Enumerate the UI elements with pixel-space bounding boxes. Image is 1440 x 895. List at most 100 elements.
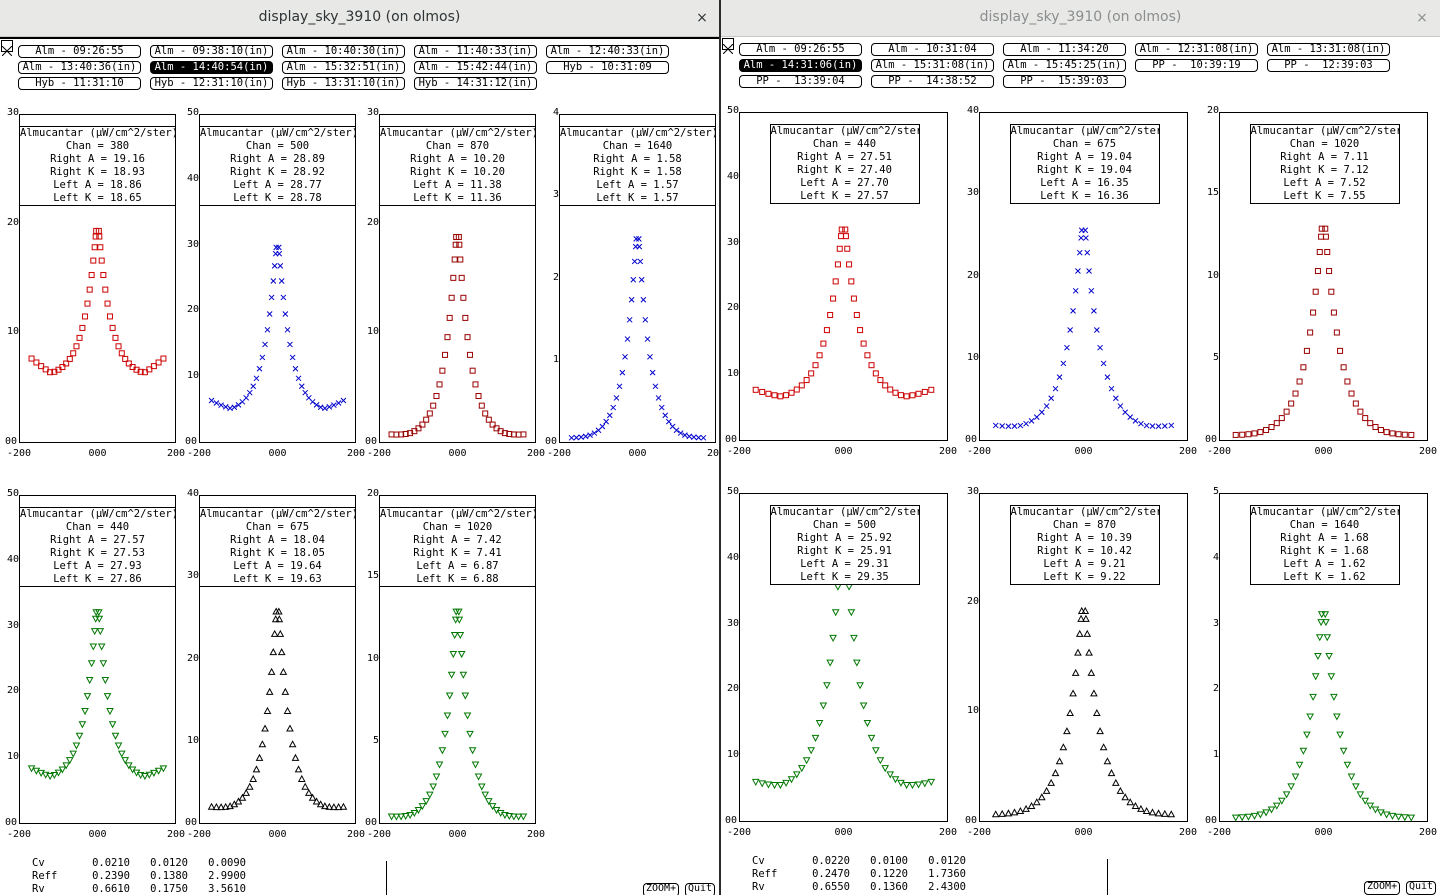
x-tick-label: 000 <box>1074 827 1093 838</box>
tab-button[interactable]: Alm - 15:32:51(in) <box>282 61 405 74</box>
info-line: Chan = 440 <box>812 138 877 150</box>
y-tick-label: 20 <box>366 488 379 499</box>
info-line: Chan = 1640 <box>1289 519 1360 531</box>
tab-button[interactable]: Alm - 13:40:36(in) <box>18 61 141 74</box>
x-marker <box>295 375 302 382</box>
stats-value: 0.0090 <box>208 857 246 869</box>
triangle-down-marker <box>392 813 401 821</box>
x-marker <box>1083 235 1089 241</box>
stats-value: 2.9900 <box>208 870 246 882</box>
tab-button[interactable]: Alm - 15:42:44(in) <box>414 61 537 74</box>
info-line: Left A = 1.62 <box>1283 558 1366 570</box>
square-marker <box>1316 249 1323 256</box>
close-icon[interactable]: × <box>1416 10 1428 26</box>
tab-button[interactable]: Alm - 09:26:55 <box>739 43 862 56</box>
close-box-icon[interactable] <box>1 40 13 57</box>
y-tick-label: 30 <box>966 187 979 199</box>
y-tick-label: 40 <box>6 553 19 565</box>
title-bar[interactable]: display_sky_3910 (on olmos) × <box>721 0 1440 37</box>
stats-value: 0.1380 <box>150 870 188 882</box>
tab-button[interactable]: Alm - 10:40:30(in) <box>282 45 405 58</box>
square-marker <box>1245 431 1252 438</box>
x-marker <box>1078 235 1084 241</box>
square-marker <box>1314 268 1321 275</box>
square-marker <box>423 416 430 423</box>
tab-button[interactable]: Alm - 15:31:08(in) <box>871 59 994 72</box>
x-tick-label: -200 <box>967 446 992 457</box>
zoom-button[interactable]: ZOOM+ <box>643 883 680 895</box>
tab-button[interactable]: Alm - 09:38:10(in) <box>150 45 273 58</box>
tab-button[interactable]: PP - 12:39:03 <box>1267 59 1390 72</box>
triangle-down-marker <box>1321 611 1330 619</box>
y-tick-label: 30 <box>966 486 979 497</box>
tab-button[interactable]: PP - 13:39:04 <box>739 75 862 88</box>
tab-button[interactable]: Hyb - 12:31:10(in) <box>150 77 273 90</box>
square-marker <box>129 364 136 371</box>
tab-button[interactable]: Alm - 09:26:55 <box>18 45 141 58</box>
x-marker <box>626 316 633 323</box>
triangle-up-marker <box>308 793 317 801</box>
x-tick-label: 000 <box>834 446 853 457</box>
info-line: Left A = 11.38 <box>413 179 502 191</box>
square-marker <box>823 327 830 334</box>
x-marker <box>1168 422 1175 429</box>
x-tick-label: 200 <box>938 827 958 838</box>
tab-button[interactable]: Alm - 12:40:33(in) <box>546 45 669 58</box>
quit-button[interactable]: Quit <box>685 883 716 895</box>
tab-button[interactable]: Hyb - 10:31:09 <box>546 61 669 74</box>
info-line: Right K = 18.93 <box>50 166 145 178</box>
tab-button[interactable]: Alm - 11:34:20 <box>1003 43 1126 56</box>
triangle-down-marker <box>447 671 456 679</box>
x-marker <box>1076 249 1083 256</box>
tab-button[interactable]: Hyb - 14:31:12(in) <box>414 77 537 90</box>
close-icon[interactable]: × <box>696 10 708 26</box>
x-tick-label: 200 <box>346 448 366 459</box>
tab-button[interactable]: Alm - 14:31:06(in) <box>739 59 862 72</box>
plot-marks <box>991 606 1176 818</box>
x-marker <box>280 294 287 301</box>
y-tick-label: 00 <box>4 436 17 447</box>
tab-button[interactable]: Alm - 12:31:08(in) <box>1135 43 1258 56</box>
tab-button[interactable]: Alm - 15:45:25(in) <box>1003 59 1126 72</box>
square-marker <box>832 278 839 285</box>
tab-button[interactable]: Hyb - 11:31:10 <box>18 77 141 90</box>
plot-axes <box>199 114 356 443</box>
zoom-button[interactable]: ZOOM+ <box>1364 881 1401 895</box>
x-tick-label: 200 <box>706 448 719 459</box>
tab-button[interactable]: PP - 10:39:19 <box>1135 59 1258 72</box>
tab-button[interactable]: Alm - 11:40:33(in) <box>414 45 537 58</box>
triangle-down-marker <box>859 702 868 710</box>
x-marker <box>317 404 324 411</box>
triangle-down-marker <box>845 583 853 591</box>
triangle-down-marker <box>62 762 71 770</box>
info-line: Right A = 27.51 <box>797 151 892 163</box>
x-marker <box>1091 307 1097 314</box>
info-line: Left A = 19.64 <box>233 560 322 572</box>
triangle-up-marker <box>252 765 261 773</box>
y-tick-label: 30 <box>726 236 739 248</box>
tab-button[interactable]: Alm - 10:31:04 <box>871 43 994 56</box>
x-marker <box>635 236 642 242</box>
square-marker <box>38 363 45 370</box>
tab-button[interactable]: PP - 14:38:52 <box>871 75 994 88</box>
x-marker <box>305 394 312 401</box>
quit-button[interactable]: Quit <box>1406 881 1437 895</box>
triangle-down-marker <box>41 771 50 779</box>
close-box-icon[interactable] <box>722 38 734 55</box>
y-tick-label: 50 <box>726 105 739 116</box>
triangle-down-marker <box>1311 673 1320 681</box>
title-bar[interactable]: display_sky_3910 (on olmos) × <box>0 0 719 37</box>
triangle-up-marker <box>1082 614 1090 622</box>
triangle-down-marker <box>492 807 501 815</box>
square-marker <box>1232 431 1239 438</box>
tab-button[interactable]: Hyb - 13:31:10(in) <box>282 77 405 90</box>
tab-button[interactable]: Alm - 14:40:54(in) <box>150 61 273 74</box>
square-marker <box>472 381 479 388</box>
tab-button[interactable]: PP - 15:39:03 <box>1003 75 1126 88</box>
triangle-up-marker <box>245 782 254 790</box>
triangle-down-marker <box>1309 693 1317 701</box>
tab-button[interactable]: Alm - 13:31:08(in) <box>1267 43 1390 56</box>
triangle-down-marker <box>65 757 74 765</box>
triangle-down-marker <box>1231 814 1240 822</box>
square-marker <box>455 233 462 240</box>
